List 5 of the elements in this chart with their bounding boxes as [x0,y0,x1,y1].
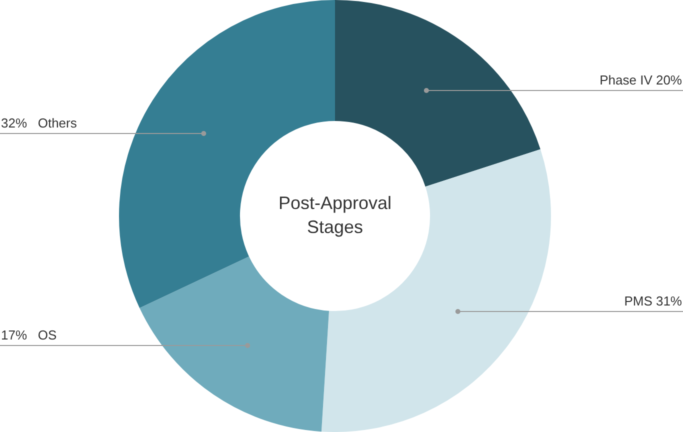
text: Post-Approval Stages [278,192,392,237]
slice-label: Phase IV 20% [600,72,682,88]
slice-label: 17% OS [1,328,57,342]
slice-label: 32% Others [1,116,78,130]
slice-label: PMS 31% [624,294,682,308]
